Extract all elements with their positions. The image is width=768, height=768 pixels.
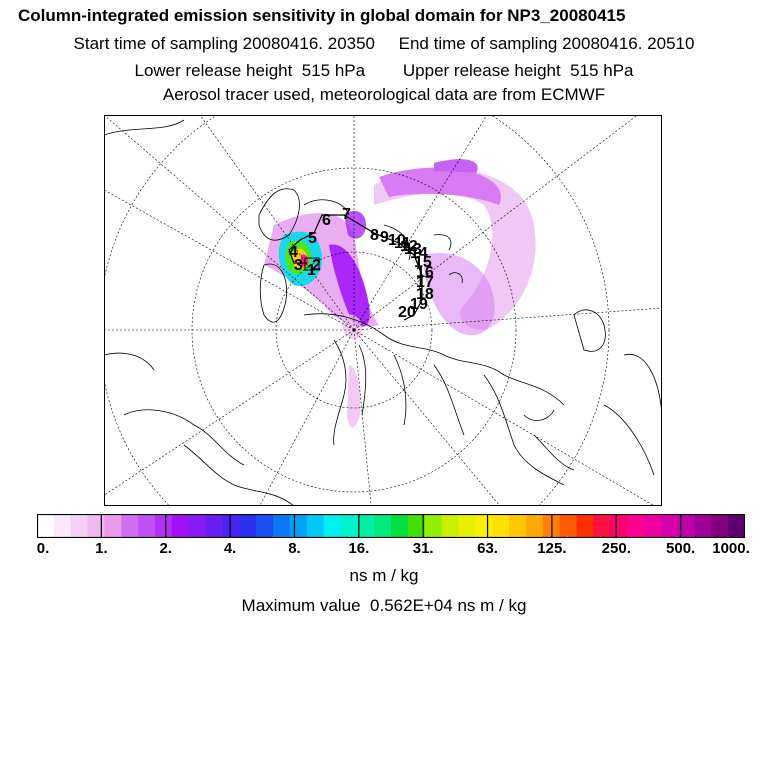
color-cell: [171, 514, 190, 538]
color-cell: [677, 514, 696, 538]
color-scale-tick: 4.: [223, 540, 237, 557]
color-cell: [273, 514, 291, 538]
track-label: 2: [312, 257, 321, 274]
color-cell: [87, 514, 106, 538]
color-cell: [660, 514, 679, 538]
color-cell: [357, 514, 375, 538]
color-cell: [424, 514, 443, 538]
color-cell: [374, 514, 392, 538]
color-cell: [576, 514, 594, 538]
map-frame: [104, 115, 662, 506]
color-cell: [306, 514, 325, 538]
color-cell: [627, 514, 645, 538]
longitude-lines: [104, 115, 662, 506]
color-cell: [104, 514, 122, 538]
track-label: 3: [294, 257, 303, 274]
color-cell: [559, 514, 578, 538]
track-label: 11: [394, 235, 411, 252]
color-cell: [728, 514, 745, 538]
color-cell: [593, 514, 611, 538]
color-cell: [289, 514, 308, 538]
track-label: 6: [322, 212, 331, 229]
color-cell: [53, 514, 72, 538]
track-label: 18: [416, 286, 434, 303]
track-label: 8: [370, 227, 379, 244]
track-label: 16: [416, 264, 434, 281]
track-label: 4: [289, 244, 298, 261]
release-heights: Lower release height 515 hPa Upper relea…: [134, 61, 634, 80]
color-scale-tick: 16.: [348, 540, 370, 557]
track-label: 19: [410, 296, 428, 313]
color-cell: [694, 514, 712, 538]
color-scale-tick: 1000.: [712, 540, 750, 557]
color-cell: [239, 514, 257, 538]
color-cell: [711, 514, 729, 538]
color-cell: [492, 514, 510, 538]
track-label: 9: [380, 229, 389, 246]
color-cell: [70, 514, 89, 538]
color-scale-bar: [37, 514, 745, 538]
maximum-value-note: Maximum value 0.562E+04 ns m / kg: [241, 596, 527, 615]
flight-track: [288, 214, 423, 321]
color-cell: [155, 514, 173, 538]
color-cell: [205, 514, 224, 538]
color-scale-tick: 125.: [537, 540, 567, 557]
track-label: 17: [416, 274, 434, 291]
track-label: 1: [307, 262, 316, 279]
color-cell: [475, 514, 493, 538]
sampling-times: Start time of sampling 20080416. 20350 E…: [73, 34, 695, 53]
color-scale-tick: 2.: [159, 540, 172, 557]
track-label: 12: [400, 238, 418, 255]
color-cell: [407, 514, 426, 538]
color-cell: [441, 514, 460, 538]
track-label: 14: [410, 245, 428, 262]
map-background: [104, 115, 662, 506]
color-cell: [643, 514, 662, 538]
color-cell: [391, 514, 409, 538]
color-cell: [138, 514, 156, 538]
color-cell: [188, 514, 207, 538]
color-cell: [37, 514, 55, 538]
color-cell: [340, 514, 358, 538]
color-cell: [509, 514, 527, 538]
track-label: 5: [308, 230, 317, 247]
color-cell: [256, 514, 274, 538]
track-label: 7: [342, 206, 351, 223]
color-scale-tick: 0.: [36, 540, 50, 557]
color-scale-tick: 1.: [95, 540, 108, 557]
track-label: 15: [414, 254, 432, 271]
color-cell: [458, 514, 476, 538]
color-cell: [222, 514, 240, 538]
color-cell: [610, 514, 628, 538]
coastlines: [104, 119, 662, 506]
track-label: 13: [404, 241, 422, 258]
color-scale-unit: ns m / kg: [349, 566, 419, 585]
color-scale-tick: 250.: [601, 540, 631, 557]
color-scale-tick: 500.: [666, 540, 696, 557]
color-scale-tick: 8.: [288, 540, 301, 557]
color-cell: [323, 514, 342, 538]
map-title: Column-integrated emission sensitivity i…: [18, 6, 626, 25]
release-box: [304, 257, 320, 271]
data-source-note: Aerosol tracer used, meteorological data…: [162, 85, 606, 104]
track-label: 10: [388, 232, 406, 249]
color-cell: [121, 514, 139, 538]
color-cell: [525, 514, 544, 538]
track-label: 20: [398, 304, 416, 321]
color-scale-tick: 63.: [477, 540, 498, 557]
color-scale-tick: 31.: [412, 540, 434, 557]
